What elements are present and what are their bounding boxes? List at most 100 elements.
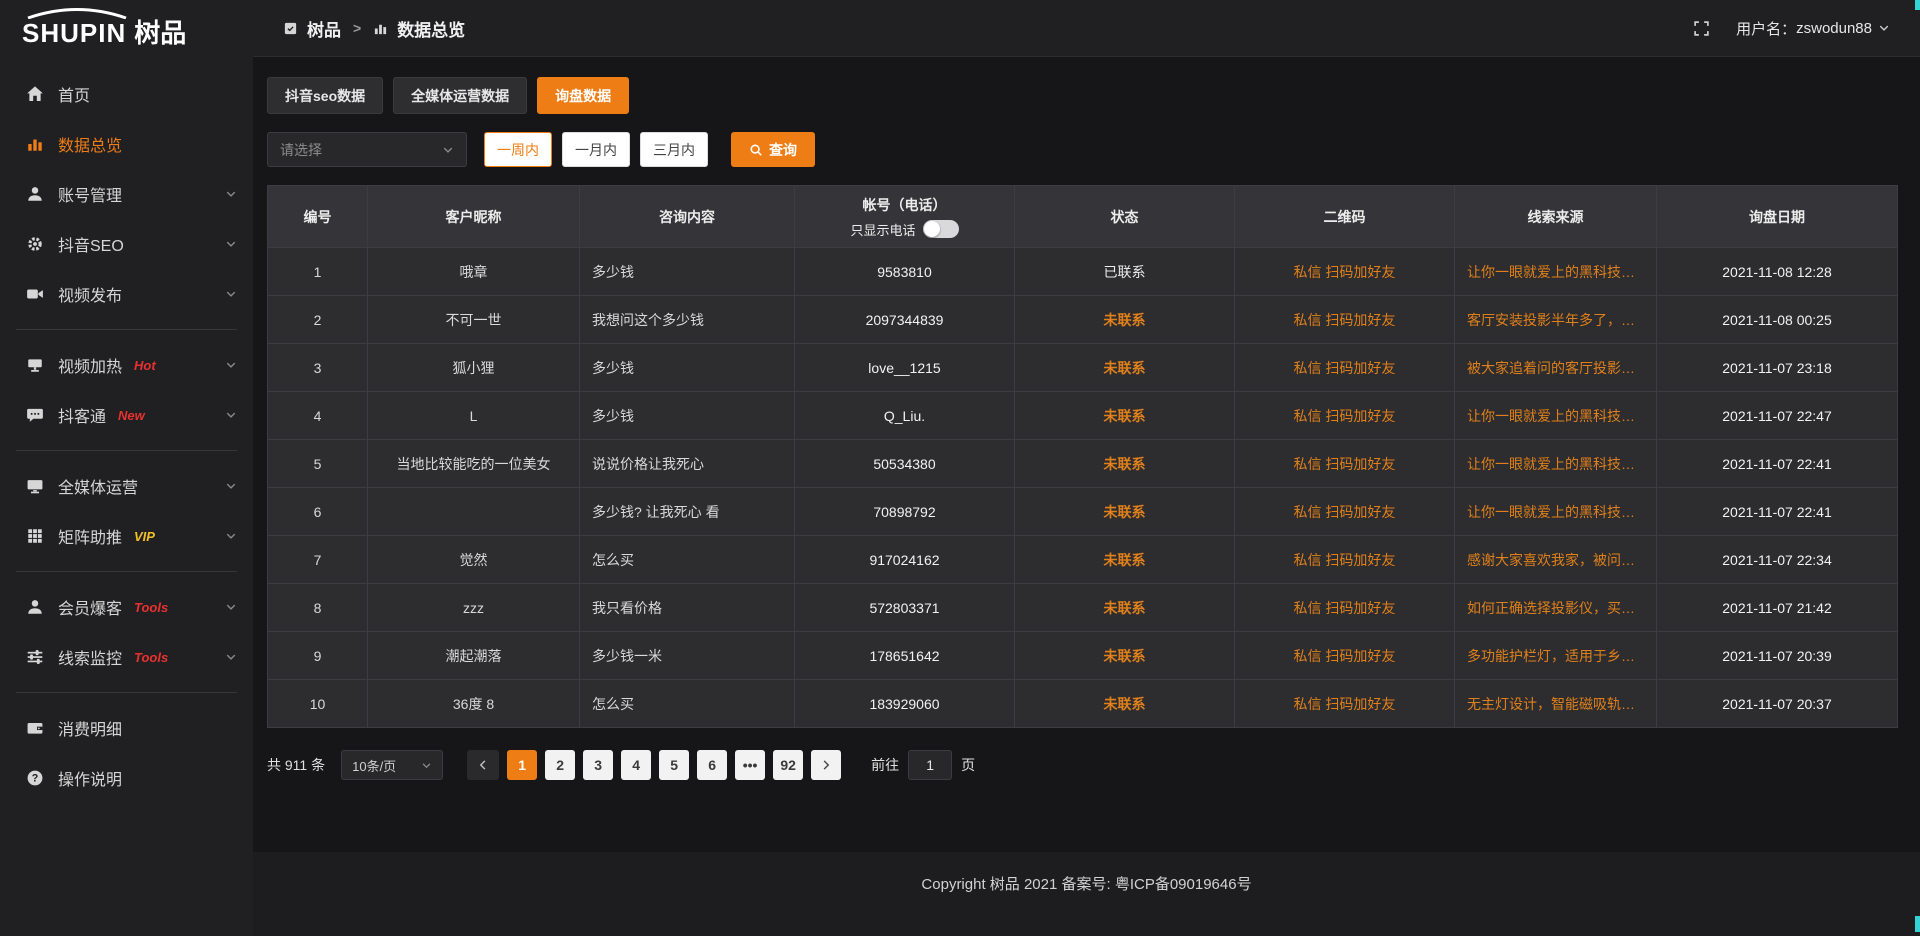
table-row: 7 觉然 怎么买 917024162 未联系 私信 扫码加好友 感谢大家喜欢我家，被问了好.… [267,535,1898,584]
search-button[interactable]: 查询 [731,132,815,167]
sidebar-item-douketong[interactable]: 抖客通 New [0,390,253,440]
next-page-button[interactable] [811,750,842,780]
breadcrumb-root[interactable]: 树品 [307,20,341,40]
goto-page: 前往 页 [871,750,975,780]
cell-qrcode[interactable]: 私信 扫码加好友 [1234,295,1455,344]
username-label: 用户名： [1736,20,1797,38]
cell-account: 2097344839 [794,295,1015,344]
phone-only-toggle[interactable] [922,220,959,238]
table-row: 3 狐小狸 多少钱 love__1215 未联系 私信 扫码加好友 被大家追着问的客厅投影分… [267,343,1898,392]
cell-source[interactable]: 多功能护栏灯，适用于乡村文... [1454,631,1657,680]
cell-source[interactable]: 感谢大家喜欢我家，被问了好... [1454,535,1657,584]
sidebar-item-data[interactable]: 数据总览 [0,119,253,169]
logo-mark: SHUPIN [22,7,127,49]
cell-account: 70898792 [794,487,1015,536]
phone-toggle-label: 只显示电话 [850,222,916,238]
sidebar-item-heat[interactable]: 视频加热 Hot [0,340,253,390]
tab-douyin-seo[interactable]: 抖音seo数据 [267,77,384,114]
cell-source[interactable]: 让你一眼就爱上的黑科技，能... [1454,487,1657,536]
cell-qrcode[interactable]: 私信 扫码加好友 [1234,535,1455,584]
cell-account: 9583810 [794,247,1015,296]
cell-source[interactable]: 如何正确选择投影仪，买投影... [1454,583,1657,632]
fullscreen-icon[interactable] [1693,20,1710,37]
page-button-5[interactable]: 5 [659,750,690,780]
main-area: 树品 > 数据总览 用户名： zswodun88 抖音seo数据 全媒体运营数据询… [253,0,1920,936]
page-button-4[interactable]: 4 [621,750,652,780]
cell-content: 怎么买 [579,535,795,584]
sidebar-item-expense[interactable]: 消费明细 [0,703,253,753]
cell-no: 2 [267,295,368,344]
sidebar-item-account[interactable]: 账号管理 [0,169,253,219]
cell-qrcode[interactable]: 私信 扫码加好友 [1234,247,1455,296]
breadcrumb: 树品 > 数据总览 [283,16,465,41]
cell-no: 6 [267,487,368,536]
sidebar-item-seo[interactable]: 抖音SEO [0,219,253,269]
inquiry-table: 编号 客户昵称 咨询内容 帐号（电话） 只显示电话 状态 二维码 线索来源 询盘日期 1 哦章 多少… [267,185,1898,728]
page-button-6[interactable]: 6 [697,750,728,780]
person-icon [26,598,44,616]
page-button-92[interactable]: 92 [773,750,804,780]
tab-inquiry[interactable]: 询盘数据 [537,77,630,114]
cell-source[interactable]: 被大家追着问的客厅投影分享... [1454,343,1657,392]
range-button-week[interactable]: 一周内 [484,132,552,167]
cell-status: 未联系 [1014,631,1235,680]
footer: Copyright 树品 2021 备案号: 粤ICP备09019646号 [253,852,1920,936]
sidebar-item-label: 抖音SEO [58,238,124,255]
page-buttons: 1 2 3 4 5 6 ••• 92 [507,750,811,780]
sidebar-item-member[interactable]: 会员爆客 Tools [0,582,253,632]
col-header-qrcode: 二维码 [1234,185,1455,248]
page-button-3[interactable]: 3 [583,750,614,780]
topbar-right: 用户名： zswodun88 [1693,18,1890,39]
tab-media-data[interactable]: 全媒体运营数据 [393,77,528,114]
range-button-quarter[interactable]: 三月内 [640,132,708,167]
cell-qrcode[interactable]: 私信 扫码加好友 [1234,583,1455,632]
cell-source[interactable]: 让你一眼就爱上的黑科技，能... [1454,391,1657,440]
page-button-1[interactable]: 1 [507,750,538,780]
col-header-account: 帐号（电话） 只显示电话 [794,185,1015,248]
sidebar-item-label: 首页 [58,88,91,105]
sidebar-item-help[interactable]: ? 操作说明 [0,753,253,803]
cell-content: 多少钱? 让我死心 看 [579,487,795,536]
page-size-select[interactable]: 10条/页 [341,750,444,780]
cell-date: 2021-11-07 22:41 [1656,439,1898,488]
cell-account: 178651642 [794,631,1015,680]
sidebar-item-monitor[interactable]: 线索监控 Tools [0,632,253,682]
cell-no: 7 [267,535,368,584]
cell-qrcode[interactable]: 私信 扫码加好友 [1234,343,1455,392]
range-button-month[interactable]: 一月内 [562,132,630,167]
account-select[interactable]: 请选择 [267,132,467,167]
cell-source[interactable]: 无主灯设计，智能磁吸轨道灯... [1454,679,1657,728]
cell-source[interactable]: 让你一眼就爱上的黑科技，能... [1454,439,1657,488]
cell-status: 未联系 [1014,487,1235,536]
cell-source[interactable]: 客厅安装投影半年多了，真实... [1454,295,1657,344]
table-row: 8 zzz 我只看价格 572803371 未联系 私信 扫码加好友 如何正确选择投影仪，买… [267,583,1898,632]
cell-qrcode[interactable]: 私信 扫码加好友 [1234,631,1455,680]
brand-logo: SHUPIN 树品 [0,0,253,57]
sidebar-item-matrix[interactable]: 矩阵助推 VIP [0,511,253,561]
sidebar-item-publish[interactable]: 视频发布 [0,269,253,319]
goto-page-input[interactable] [908,750,953,780]
username[interactable]: zswodun88 [1796,19,1872,37]
chevron-down-icon[interactable] [1878,22,1890,34]
sidebar-item-label: 操作说明 [58,772,123,789]
board-icon [26,356,44,374]
cell-qrcode[interactable]: 私信 扫码加好友 [1234,679,1455,728]
cell-date: 2021-11-07 20:39 [1656,631,1898,680]
video-icon [26,285,44,303]
page-ellipsis[interactable]: ••• [735,750,766,780]
sidebar-item-home[interactable]: 首页 [0,69,253,119]
cell-qrcode[interactable]: 私信 扫码加好友 [1234,391,1455,440]
cell-qrcode[interactable]: 私信 扫码加好友 [1234,487,1455,536]
cell-status: 未联系 [1014,391,1235,440]
sidebar-divider [16,329,237,330]
prev-page-button[interactable] [467,750,500,780]
chevron-down-icon [225,651,237,663]
cell-date: 2021-11-07 23:18 [1656,343,1898,392]
cell-qrcode[interactable]: 私信 扫码加好友 [1234,439,1455,488]
page-button-2[interactable]: 2 [545,750,576,780]
logo-text-en: SHUPIN [22,17,127,48]
cell-nickname: zzz [367,583,580,632]
sidebar-item-media[interactable]: 全媒体运营 [0,461,253,511]
cell-source[interactable]: 让你一眼就爱上的黑科技，能... [1454,247,1657,296]
